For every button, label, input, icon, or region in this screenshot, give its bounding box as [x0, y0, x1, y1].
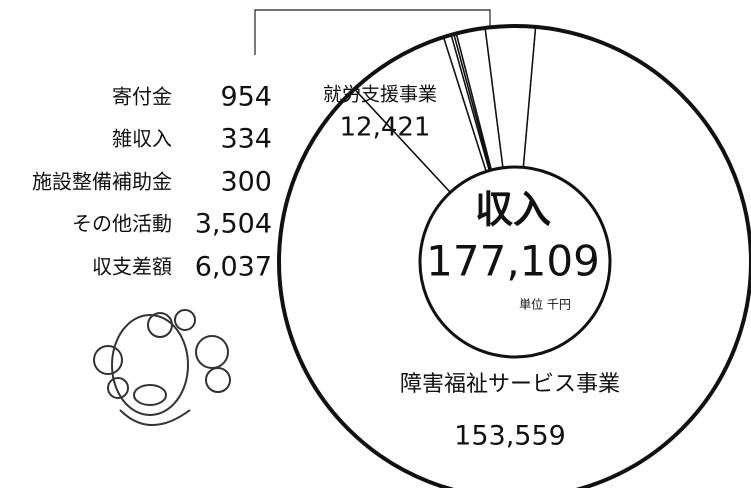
center-total: 177,109	[426, 237, 600, 286]
category-label: 雑収入	[112, 127, 172, 151]
value-label: 6,037	[195, 252, 272, 283]
category-label: 寄付金	[112, 85, 172, 109]
center-title: 収入	[475, 188, 551, 232]
value-label: 12,421	[340, 113, 431, 143]
category-label: 収支差額	[92, 255, 172, 279]
unit-label: 単位 千円	[519, 297, 571, 312]
value-label: 300	[220, 167, 272, 198]
category-label: 障害福祉サービス事業	[400, 372, 620, 397]
category-label: その他活動	[72, 212, 172, 236]
chart: 収入 177,109 単位 千円障害福祉サービス事業 153,559 就労支援事業 12,…	[0, 0, 751, 488]
value-label: 954	[220, 82, 272, 113]
value-label: 3,504	[195, 209, 272, 240]
value-label: 153,559	[454, 421, 566, 452]
category-label: 施設整備補助金	[32, 170, 172, 194]
value-label: 334	[220, 124, 272, 155]
illustration	[94, 310, 230, 425]
category-label: 就労支援事業	[323, 84, 437, 106]
